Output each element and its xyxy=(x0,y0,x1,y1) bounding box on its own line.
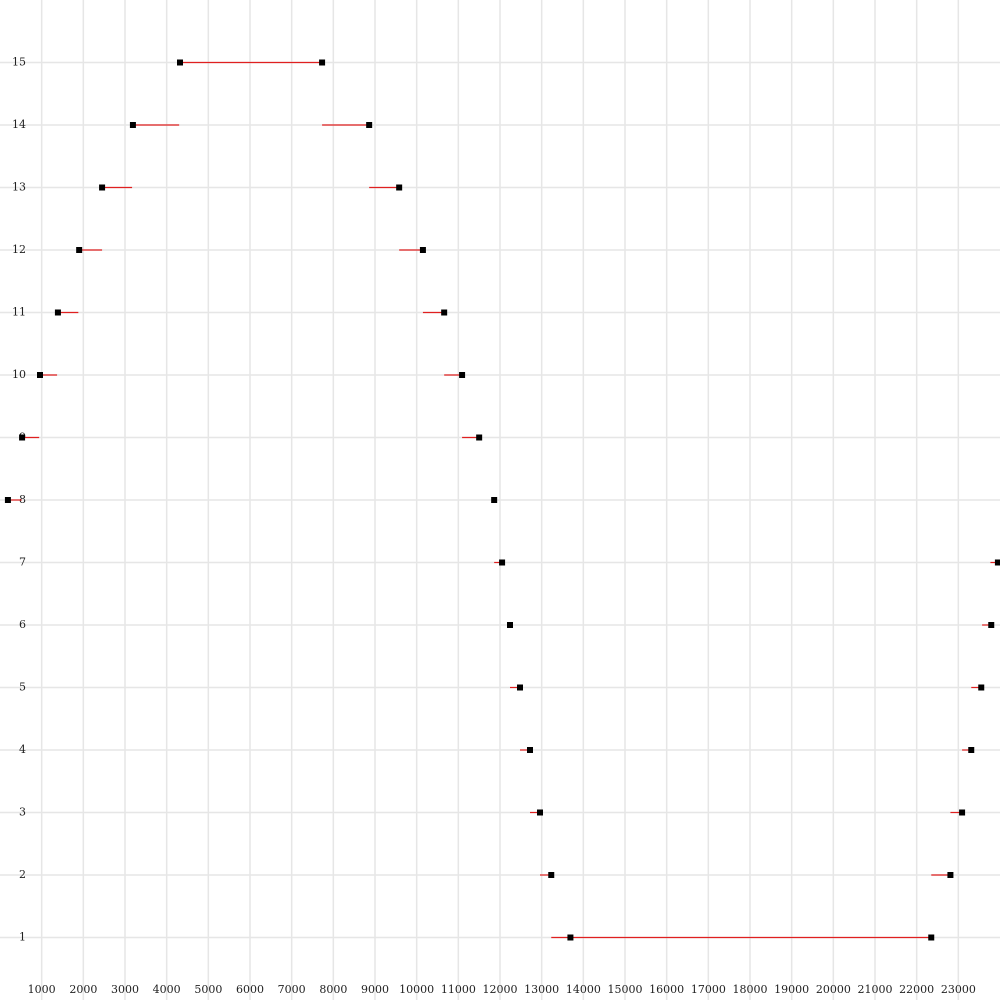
point xyxy=(537,809,543,816)
y-tick-label: 10 xyxy=(12,368,26,381)
x-tick-label: 11000 xyxy=(441,983,476,996)
x-tick-label: 1000 xyxy=(28,983,56,996)
point xyxy=(459,372,466,378)
point xyxy=(419,247,426,253)
point xyxy=(19,434,26,441)
point xyxy=(99,184,106,191)
x-tick-label: 6000 xyxy=(236,983,264,996)
point xyxy=(177,59,183,66)
x-tick-label: 16000 xyxy=(649,983,684,996)
point xyxy=(517,684,523,691)
x-tick-label: 2000 xyxy=(69,983,97,996)
x-tick-label: 12000 xyxy=(483,983,518,996)
y-tick-label: 3 xyxy=(19,806,26,819)
y-tick-label: 2 xyxy=(19,868,26,881)
x-tick-label: 13000 xyxy=(524,983,559,996)
point xyxy=(988,622,995,628)
point xyxy=(54,309,61,316)
point xyxy=(366,122,373,128)
point xyxy=(319,59,326,66)
point xyxy=(959,809,966,816)
y-tick-label: 6 xyxy=(19,618,26,631)
point xyxy=(476,434,483,441)
x-tick-label: 5000 xyxy=(194,983,222,996)
x-tick-label: 4000 xyxy=(153,983,181,996)
point xyxy=(491,497,498,503)
y-tick-label: 14 xyxy=(12,118,26,131)
x-tick-label: 15000 xyxy=(608,983,643,996)
y-tick-label: 4 xyxy=(19,743,26,756)
x-tick-label: 8000 xyxy=(319,983,347,996)
point xyxy=(4,497,11,503)
x-tick-label: 21000 xyxy=(858,983,893,996)
point xyxy=(548,872,555,878)
x-tick-label: 14000 xyxy=(566,983,601,996)
y-tick-label: 7 xyxy=(19,556,26,569)
x-tick-label: 7000 xyxy=(278,983,306,996)
y-tick-label: 8 xyxy=(19,493,26,506)
x-tick-label: 9000 xyxy=(361,983,389,996)
y-tick-label: 5 xyxy=(19,681,26,694)
y-tick-label: 11 xyxy=(12,306,26,319)
x-tick-label: 23000 xyxy=(941,983,976,996)
y-tick-label: 15 xyxy=(12,56,26,69)
point xyxy=(968,747,975,753)
point xyxy=(928,934,935,941)
point xyxy=(567,934,574,941)
point xyxy=(507,622,513,628)
point xyxy=(499,559,506,566)
point xyxy=(396,184,403,191)
x-tick-label: 3000 xyxy=(111,983,139,996)
point xyxy=(37,372,43,378)
y-tick-label: 13 xyxy=(12,181,26,194)
y-tick-label: 12 xyxy=(12,243,26,256)
y-tick-label: 1 xyxy=(19,931,26,944)
point xyxy=(994,559,1000,566)
x-tick-label: 22000 xyxy=(899,983,934,996)
x-tick-label: 10000 xyxy=(399,983,434,996)
x-tick-label: 20000 xyxy=(816,983,851,996)
point xyxy=(978,684,985,691)
point xyxy=(129,122,136,128)
point xyxy=(441,309,448,316)
x-tick-label: 18000 xyxy=(733,983,768,996)
point xyxy=(527,747,533,753)
point xyxy=(947,872,954,878)
x-tick-label: 17000 xyxy=(691,983,726,996)
x-tick-label: 19000 xyxy=(774,983,809,996)
point xyxy=(76,247,83,253)
